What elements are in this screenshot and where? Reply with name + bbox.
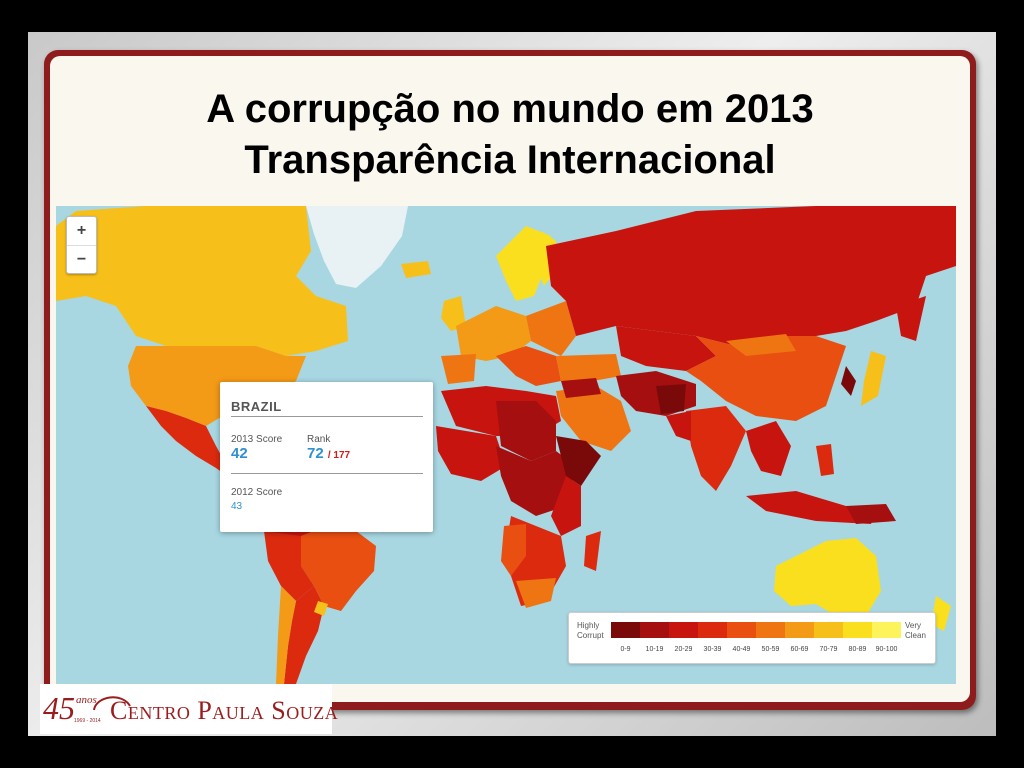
- slide-title: A corrupção no mundo em 2013 Transparênc…: [60, 84, 960, 186]
- arabia: [556, 386, 631, 451]
- legend-swatch: [785, 622, 814, 638]
- western-europe: [456, 306, 531, 361]
- logo-name: Centro Paula Souza: [110, 696, 339, 725]
- score-2012-label: 2012 Score: [231, 487, 283, 498]
- legend-tick: 0-9: [620, 646, 631, 653]
- rank-group: 72 / 177: [307, 445, 350, 462]
- east-africa: [551, 476, 581, 536]
- centro-paula-souza-logo: 45 anos 1969 - 2014 Centro Paula Souza: [40, 684, 338, 734]
- legend-tick-labels: 0-9 10-19 20-29 30-39 40-49 50-59 60-69 70-79 80…: [611, 646, 901, 653]
- tooltip-country-name: BRAZIL: [231, 399, 282, 414]
- iceland: [401, 261, 431, 278]
- legend-swatch: [669, 622, 698, 638]
- horn-of-africa: [556, 436, 601, 486]
- legend-tick: 40-49: [732, 646, 751, 653]
- legend-tick: 10-19: [645, 646, 664, 653]
- legend-swatch: [611, 622, 640, 638]
- australia: [774, 538, 881, 616]
- china: [686, 336, 846, 421]
- canada: [56, 206, 348, 356]
- pakistan: [666, 411, 691, 441]
- korea-japan: [841, 366, 856, 396]
- legend-swatch: [843, 622, 872, 638]
- indonesia: [746, 491, 876, 524]
- peru-bolivia: [264, 531, 314, 601]
- legend-tick: 70-79: [819, 646, 838, 653]
- legend-low-line1: Highly: [577, 621, 600, 630]
- logo-anos: anos: [76, 694, 97, 706]
- eastern-europe: [526, 301, 576, 356]
- legend-swatch: [756, 622, 785, 638]
- logo-number: 45: [43, 690, 75, 726]
- legend-swatch: [640, 622, 669, 638]
- caucasus-turkey: [556, 354, 621, 384]
- legend-high-label: Very Clean: [905, 621, 926, 641]
- indochina: [746, 421, 791, 476]
- brazil: [301, 524, 376, 611]
- legend-swatch: [814, 622, 843, 638]
- title-line-1: A corrupção no mundo em 2013: [206, 87, 814, 131]
- world-map[interactable]: [56, 206, 956, 684]
- mexico: [146, 406, 241, 481]
- legend-low-label: Highly Corrupt: [577, 621, 604, 641]
- madagascar: [584, 531, 601, 571]
- uk-ireland: [441, 296, 466, 331]
- score-2013-value: 42: [231, 445, 248, 462]
- iraq-syria: [561, 378, 601, 398]
- russia: [546, 206, 956, 346]
- map-zoom-control: + −: [66, 216, 97, 274]
- title-line-2: Transparência Internacional: [244, 138, 776, 182]
- country-tooltip: BRAZIL 2013 Score 42 Rank 72 / 177 2012 …: [220, 382, 433, 532]
- italy-balkans: [496, 346, 561, 386]
- legend-color-scale: [611, 622, 901, 638]
- chile: [276, 586, 296, 684]
- central-africa: [496, 446, 576, 516]
- uruguay: [314, 601, 328, 616]
- tooltip-divider-bottom: [231, 473, 423, 474]
- legend-low-line2: Corrupt: [577, 631, 604, 640]
- west-africa: [436, 426, 506, 481]
- rank-total: / 177: [327, 450, 351, 461]
- tooltip-divider-top: [231, 416, 423, 417]
- legend-high-line2: Clean: [905, 631, 926, 640]
- score-2013-label: 2013 Score: [231, 434, 283, 445]
- logo-years: 1969 - 2014: [74, 718, 101, 724]
- world-map-svg: [56, 206, 956, 684]
- legend-swatch: [872, 622, 901, 638]
- legend-swatch: [727, 622, 756, 638]
- greenland: [306, 206, 408, 288]
- papua: [846, 504, 896, 524]
- kamchatka: [896, 296, 926, 341]
- zoom-in-button[interactable]: +: [67, 217, 96, 245]
- mongolia: [726, 334, 796, 356]
- legend-tick: 80-89: [848, 646, 867, 653]
- rank-label: Rank: [307, 434, 331, 445]
- logo-swoosh-icon: [93, 696, 131, 711]
- legend-tick: 20-29: [674, 646, 693, 653]
- legend-high-line1: Very: [905, 621, 922, 630]
- scandinavia: [496, 226, 551, 301]
- iberia: [441, 354, 476, 384]
- rank-value: 72: [307, 445, 324, 462]
- japan: [861, 351, 886, 406]
- score-2012-value: 43: [231, 501, 243, 512]
- angola-namibia: [501, 524, 526, 576]
- map-legend: Highly Corrupt Very Clean 0-9 10-19 20-29 3…: [568, 612, 936, 664]
- philippines: [816, 444, 834, 476]
- kazakhstan: [616, 326, 716, 371]
- legend-swatch: [698, 622, 727, 638]
- south-africa: [516, 578, 556, 608]
- legend-tick: 60-69: [790, 646, 809, 653]
- india: [686, 406, 746, 491]
- argentina: [284, 586, 324, 684]
- legend-tick: 30-39: [703, 646, 722, 653]
- afghanistan: [656, 384, 686, 414]
- new-zealand: [931, 596, 951, 631]
- legend-tick: 90-100: [875, 646, 898, 653]
- zoom-out-button[interactable]: −: [67, 245, 96, 273]
- legend-tick: 50-59: [761, 646, 780, 653]
- libya-sudan: [496, 401, 556, 461]
